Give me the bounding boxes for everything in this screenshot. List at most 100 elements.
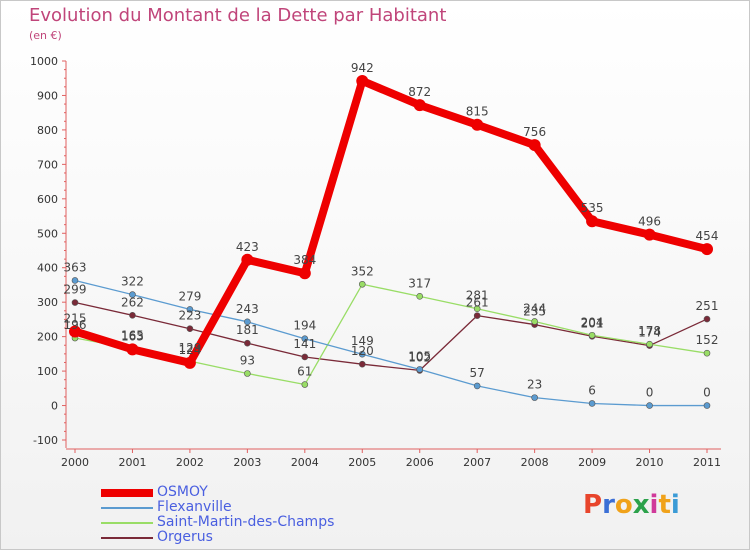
data-label: 57 [470,366,485,380]
series-osmoy [69,74,713,369]
data-point [643,228,656,241]
data-label: 120 [351,344,374,358]
data-point [69,325,81,338]
data-label: 102 [408,350,431,364]
x-tick-label: 2003 [233,456,261,469]
y-tick-label: 100 [37,365,58,378]
data-point [356,74,369,87]
data-label: 535 [581,201,604,215]
legend-label: Saint-Martin-des-Champs [157,514,335,530]
x-tick-label: 2000 [61,456,89,469]
data-label: 815 [466,105,489,119]
legend-item: Saint-Martin-des-Champs [101,515,334,530]
legend: OSMOY Flexanville Saint-Martin-des-Champs O… [101,485,334,545]
brand-letter: x [632,490,650,520]
data-label: 384 [293,253,316,267]
data-label: 279 [178,289,201,303]
data-point [71,299,79,306]
data-point [129,311,136,319]
data-label: 124 [178,343,201,357]
data-label: 194 [293,319,316,333]
data-label: 261 [466,296,489,310]
legend-label: Orgerus [157,529,213,545]
data-point [244,370,251,377]
data-label: 181 [236,323,259,337]
brand-letter: t [658,490,671,520]
data-label: 223 [178,309,201,323]
data-label: 235 [523,305,546,319]
data-label: 496 [638,215,661,229]
data-point [126,343,139,356]
data-label: 756 [523,125,546,139]
data-label: 163 [121,329,144,343]
data-point [473,312,481,319]
data-label: 0 [646,386,654,400]
data-label: 6 [588,383,596,397]
data-label: 454 [696,229,719,243]
brand-letter: P [583,490,603,520]
legend-swatch [101,506,153,509]
series-flexanville [71,277,711,409]
data-label: 322 [121,275,144,289]
data-label: 93 [240,354,255,368]
x-tick-label: 2006 [406,456,434,469]
data-label: 174 [638,326,661,340]
data-point [129,291,136,298]
legend-item: OSMOY [101,485,334,500]
data-point [646,402,653,409]
data-label: 262 [121,295,144,309]
data-point [301,335,309,343]
data-point [703,402,711,409]
legend-item: Flexanville [101,500,334,515]
legend-swatch [101,521,153,524]
data-point [528,139,541,152]
y-tick-label: 300 [37,296,58,309]
data-point [531,318,538,325]
data-label: 363 [64,260,87,274]
data-label: 178 [638,324,661,338]
data-labels: 215 163 124 423 384 942 872 815 756 535 496 454 363 3… [64,61,719,400]
x-tick-label: 2011 [693,456,721,469]
data-point [588,400,596,407]
data-point [703,315,711,323]
data-label: 423 [236,240,259,254]
data-point [241,253,254,266]
data-point [416,366,424,373]
data-point [244,318,251,326]
brand-letter: i [649,490,659,520]
data-label: 201 [581,316,604,330]
x-tick-label: 2009 [578,456,606,469]
data-label: 129 [178,341,201,355]
axes: -100010020030040050060070080090010002000… [30,55,721,469]
data-point [416,293,424,300]
brand-letter: i [670,490,680,520]
x-tick-label: 2005 [348,456,376,469]
x-tick-label: 2001 [118,456,146,469]
data-point [358,360,366,368]
y-tick-label: 900 [37,89,58,102]
series-line [71,76,711,367]
data-point [186,325,194,333]
data-label: 149 [351,334,374,348]
data-label: 317 [408,276,431,290]
x-tick-label: 2008 [521,456,549,469]
data-label: 105 [408,349,431,363]
y-tick-label: -100 [33,434,58,447]
series-layer [69,74,713,409]
series-line [74,283,708,386]
y-tick-label: 500 [37,227,58,240]
data-label: 0 [703,386,711,400]
y-tick-label: 800 [37,124,58,137]
data-point [471,118,484,131]
legend-label: Flexanville [157,499,232,515]
legend-swatch [101,488,153,497]
brand-letter: r [602,490,615,520]
chart-subtitle: (en €) [29,29,62,42]
y-tick-label: 700 [37,158,58,171]
data-point [183,356,196,369]
data-point [588,331,596,339]
data-label: 165 [121,329,144,343]
y-tick-label: 200 [37,331,58,344]
brand-letter: o [614,490,633,520]
